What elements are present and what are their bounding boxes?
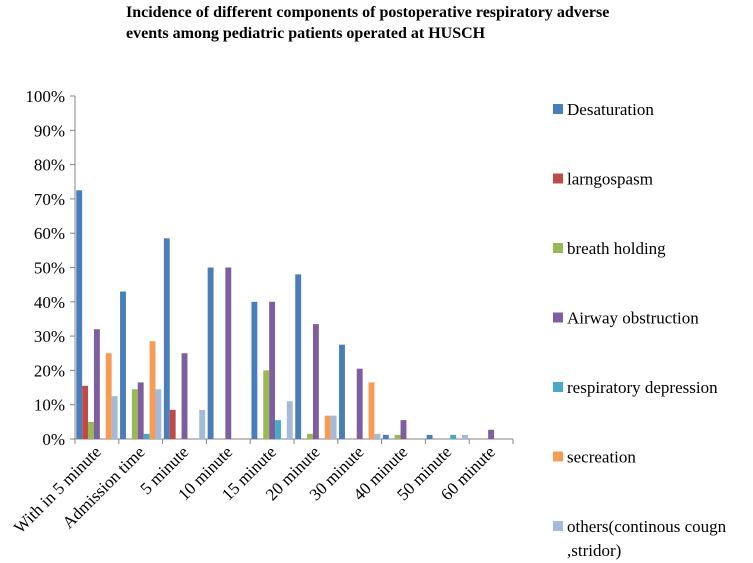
bar-breath — [263, 370, 270, 439]
bar-others — [462, 434, 468, 439]
bar-breath — [307, 433, 313, 439]
legend-swatch — [553, 104, 563, 114]
legend-label: ,stridor) — [567, 541, 621, 560]
bar-secreation — [105, 353, 112, 439]
bar-desaturation — [76, 190, 83, 439]
bar-others — [111, 396, 118, 439]
legend-swatch — [553, 173, 563, 184]
bar-larngospasm — [169, 409, 176, 439]
bar-breath — [394, 434, 401, 439]
bar-breath — [131, 389, 138, 439]
legend-label: breath holding — [567, 239, 666, 258]
bar-airway — [225, 267, 232, 439]
y-tick-label: 20% — [34, 361, 65, 380]
bar-desaturation — [207, 267, 214, 439]
chart-title-line-1: Incidence of different components of pos… — [126, 4, 610, 21]
y-tick-label: 60% — [34, 224, 65, 243]
legend-swatch — [553, 243, 563, 253]
bar-breath — [88, 421, 94, 439]
bar-others — [199, 409, 206, 439]
bar-secreation — [149, 341, 156, 439]
axes: 0% 10% 20% 30% 40% 50% 60% 70% 80% 90% 100% — [25, 87, 514, 449]
bar-desaturation — [251, 301, 258, 439]
y-tick-label: 90% — [34, 121, 65, 140]
legend-swatch — [553, 312, 563, 323]
bar-secreation — [324, 415, 331, 439]
bar-airway — [312, 324, 319, 439]
bar-desaturation — [382, 434, 389, 439]
bar-respiratory — [143, 433, 150, 439]
bar-desaturation — [339, 344, 345, 439]
bars — [76, 190, 495, 439]
y-tick-label: 80% — [34, 156, 65, 175]
chart-title-line-2: events among pediatric patients operated… — [126, 25, 486, 42]
bar-airway — [488, 429, 495, 439]
y-tick-label: 30% — [34, 327, 65, 346]
bar-airway — [400, 420, 407, 439]
y-tick-label: 0% — [42, 430, 65, 449]
bar-secreation — [368, 382, 375, 439]
y-tick-label: 10% — [34, 396, 65, 415]
y-tick-label: 40% — [34, 293, 65, 312]
bar-desaturation — [120, 291, 126, 439]
legend-swatch — [553, 451, 563, 462]
y-tick-label: 100% — [25, 87, 65, 106]
legend-label: Airway obstruction — [567, 309, 699, 328]
bar-others — [374, 433, 381, 439]
bar-desaturation — [163, 238, 170, 439]
bar-desaturation — [426, 434, 433, 439]
bar-others — [286, 401, 293, 439]
bar-respiratory — [275, 420, 281, 439]
bar-larngospasm — [82, 385, 89, 439]
bar-airway — [181, 353, 188, 439]
bar-others — [155, 389, 162, 439]
bar-others — [330, 415, 337, 439]
legend-label: Desaturation — [567, 100, 654, 119]
bar-airway — [93, 329, 100, 439]
bar-respiratory — [450, 434, 457, 439]
legend-label: others(continous cougn — [567, 517, 727, 536]
bar-airway — [269, 301, 276, 439]
legend-label: secreation — [567, 448, 636, 467]
legend-label: respiratory depression — [567, 378, 718, 397]
y-tick-label: 70% — [34, 190, 65, 209]
bar-desaturation — [295, 274, 302, 439]
legend-swatch — [553, 521, 563, 531]
legend-label: larngospasm — [567, 170, 653, 189]
bar-airway — [356, 368, 363, 439]
bar-airway — [137, 382, 144, 439]
legend: Desaturation larngospasm breath holding Air… — [553, 100, 727, 560]
legend-swatch — [553, 382, 563, 392]
y-tick-label: 50% — [34, 259, 65, 278]
